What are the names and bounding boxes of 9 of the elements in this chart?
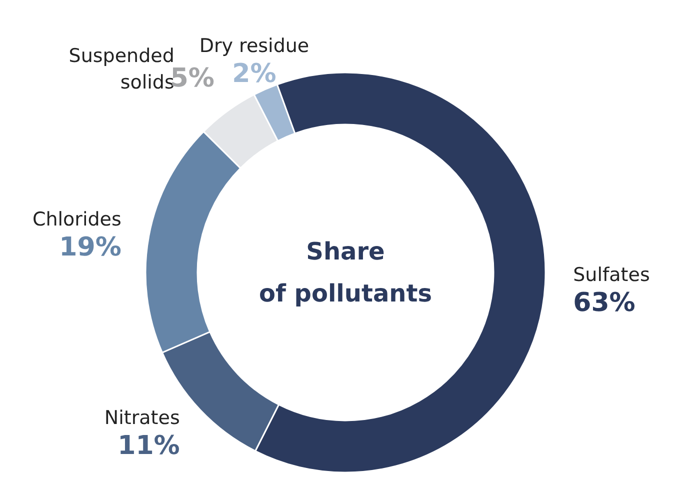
slice-label: Nitrates	[104, 407, 180, 430]
slice-label: Dry residue	[199, 35, 310, 58]
slice-label: Chlorides	[32, 208, 122, 231]
slice-label: Sulfates	[573, 264, 650, 286]
text: Share of pollutants	[259, 238, 432, 308]
data-label: 63%	[573, 288, 636, 318]
data-label: 19%	[59, 232, 122, 263]
data-label: 2%	[232, 59, 276, 90]
data-label: 11%	[118, 431, 180, 462]
